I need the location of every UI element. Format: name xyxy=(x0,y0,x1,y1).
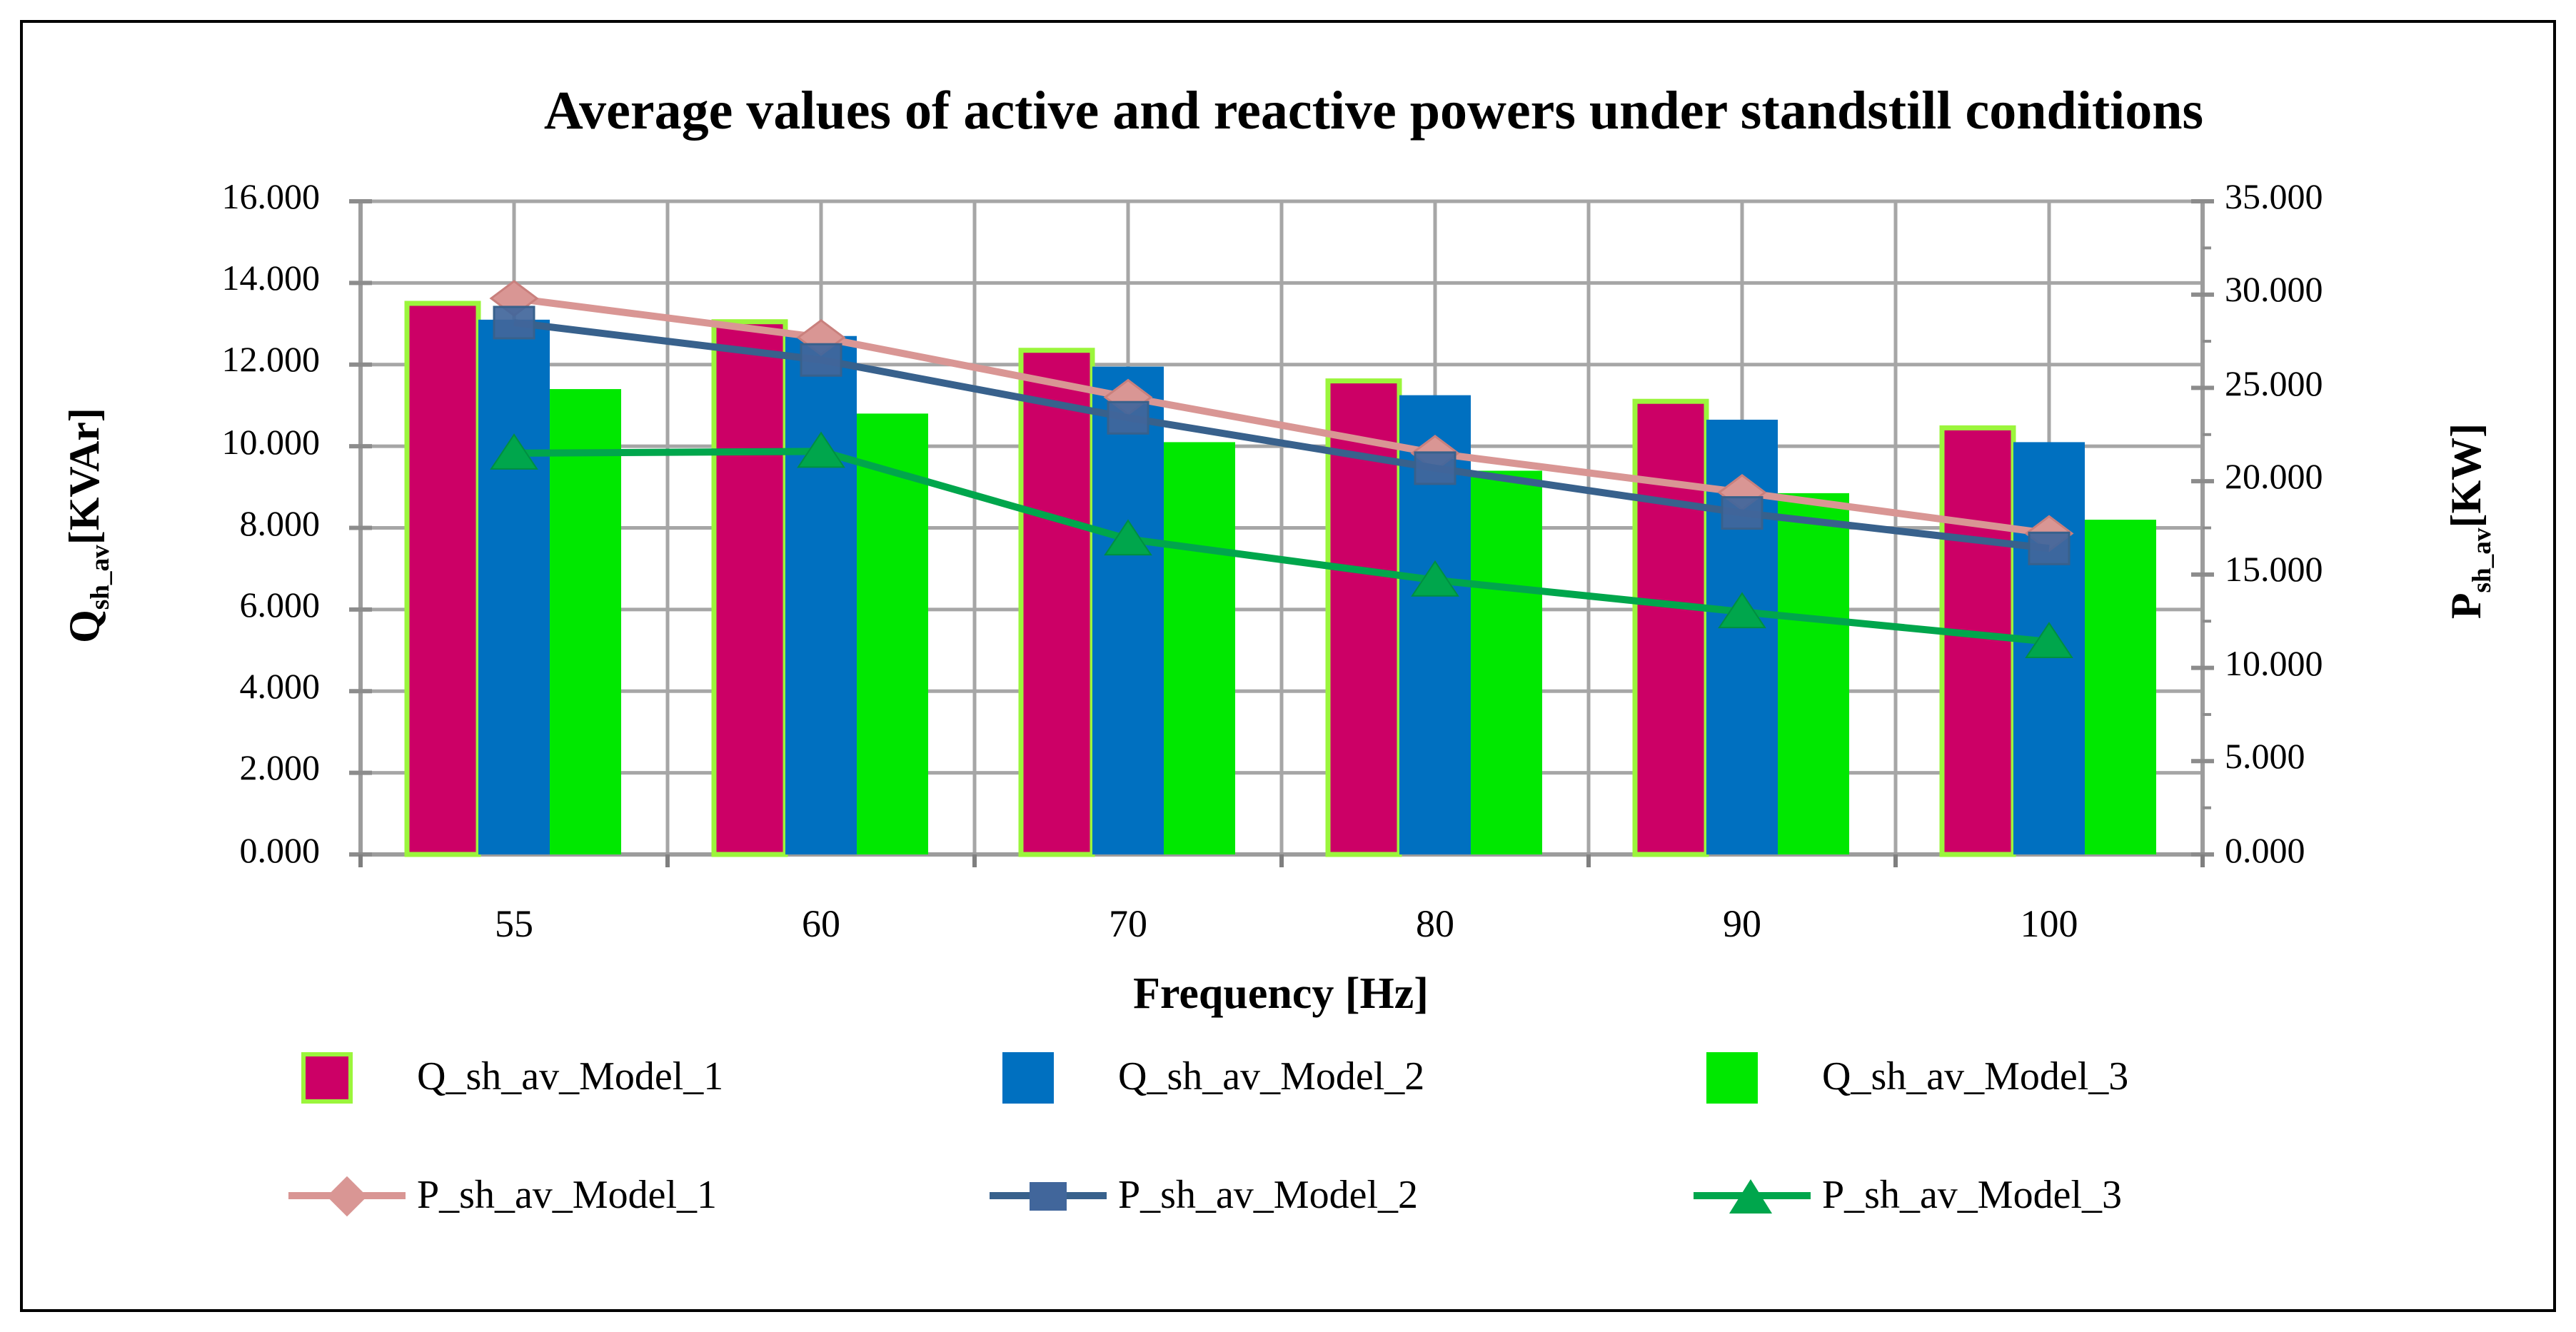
bar-q_sh_av_model_3 xyxy=(2085,520,2156,854)
x-axis-category-label: 80 xyxy=(1416,902,1454,945)
left-axis-tick-label: 0.000 xyxy=(239,832,321,870)
marker-triangle xyxy=(1104,519,1152,556)
bar-q_sh_av_model_3 xyxy=(857,413,928,854)
marker-triangle xyxy=(490,433,538,470)
right-axis-tick-label: 25.000 xyxy=(2225,365,2323,404)
marker-triangle xyxy=(797,431,845,468)
bar-q_sh_av_model_3 xyxy=(1471,470,1542,854)
bar-q_sh_av_model_1 xyxy=(1939,425,2016,857)
x-axis-category-label: 70 xyxy=(1109,902,1147,945)
legend-label: Q_sh_av_Model_3 xyxy=(1822,1055,2129,1099)
legend-label: P_sh_av_Model_1 xyxy=(417,1174,717,1218)
bar-q_sh_av_model_1 xyxy=(404,301,481,857)
bar-q_sh_av_model_2 xyxy=(478,319,550,854)
line-p_sh_av_model_2 xyxy=(513,318,2050,553)
bar-q_sh_av_model_1 xyxy=(711,319,788,857)
chart-title: Average values of active and reactive po… xyxy=(543,81,2204,141)
right-axis-tick-label: 0.000 xyxy=(2225,832,2305,870)
legend-label: P_sh_av_Model_2 xyxy=(1118,1174,1418,1218)
x-axis-category-label: 55 xyxy=(495,902,533,945)
x-axis-category-label: 90 xyxy=(1723,902,1761,945)
x-axis-category-label: 100 xyxy=(2020,902,2078,945)
marker-square xyxy=(1414,451,1456,485)
bar-q_sh_av_model_2 xyxy=(1092,366,1164,854)
legend-swatch-q_sh_av_model_1 xyxy=(301,1052,353,1104)
left-axis-tick-label: 10.000 xyxy=(221,423,321,463)
bar-q_sh_av_model_2 xyxy=(785,335,857,854)
marker-triangle xyxy=(1718,592,1766,629)
line-p_sh_av_model_3 xyxy=(513,448,2050,645)
marker-square xyxy=(2028,531,2071,565)
line-p_sh_av_model_1 xyxy=(513,294,2050,538)
x-axis-title: Frequency [Hz] xyxy=(1133,968,1429,1018)
legend-label: P_sh_av_Model_3 xyxy=(1822,1174,2122,1218)
marker-triangle xyxy=(2025,622,2073,658)
legend-swatch-q_sh_av_model_2 xyxy=(1002,1052,1054,1104)
legend-label: Q_sh_av_Model_1 xyxy=(417,1055,724,1099)
marker-square xyxy=(800,343,842,377)
left-axis-tick-label: 14.000 xyxy=(221,260,321,299)
left-axis-title: Qsh_av[KVAr] xyxy=(61,408,116,643)
bar-q_sh_av_model_1 xyxy=(1018,348,1095,857)
marker-square xyxy=(1721,496,1764,530)
legend-marker-square xyxy=(1030,1182,1067,1211)
legend-label: Q_sh_av_Model_2 xyxy=(1118,1055,1425,1099)
right-axis-tick-label: 15.000 xyxy=(2225,551,2323,590)
marker-square xyxy=(1107,400,1149,435)
left-axis-tick-label: 12.000 xyxy=(221,341,321,380)
legend-swatch-q_sh_av_model_3 xyxy=(1706,1052,1758,1104)
left-axis-tick-label: 6.000 xyxy=(239,586,321,625)
bar-q_sh_av_model_3 xyxy=(1164,442,1235,854)
left-axis-tick-label: 8.000 xyxy=(239,505,321,544)
marker-triangle xyxy=(1411,560,1459,597)
marker-square xyxy=(493,306,535,340)
chart-border-frame xyxy=(20,20,2556,1312)
right-axis-title: Psh_av[KW] xyxy=(2443,423,2497,620)
bar-q_sh_av_model_3 xyxy=(1778,493,1849,854)
left-axis-tick-label: 2.000 xyxy=(239,750,321,789)
bar-q_sh_av_model_3 xyxy=(550,389,621,854)
left-axis-tick-label: 4.000 xyxy=(239,668,321,707)
right-axis-tick-label: 20.000 xyxy=(2225,458,2323,498)
right-axis-tick-label: 30.000 xyxy=(2225,271,2323,311)
right-axis-tick-label: 35.000 xyxy=(2225,178,2323,217)
right-axis-tick-label: 5.000 xyxy=(2225,738,2305,777)
right-axis-tick-label: 10.000 xyxy=(2225,645,2323,684)
x-axis-category-label: 60 xyxy=(802,902,840,945)
left-axis-tick-label: 16.000 xyxy=(221,178,321,217)
bar-q_sh_av_model_1 xyxy=(1632,398,1709,857)
legend-marker-triangle xyxy=(1729,1179,1772,1214)
